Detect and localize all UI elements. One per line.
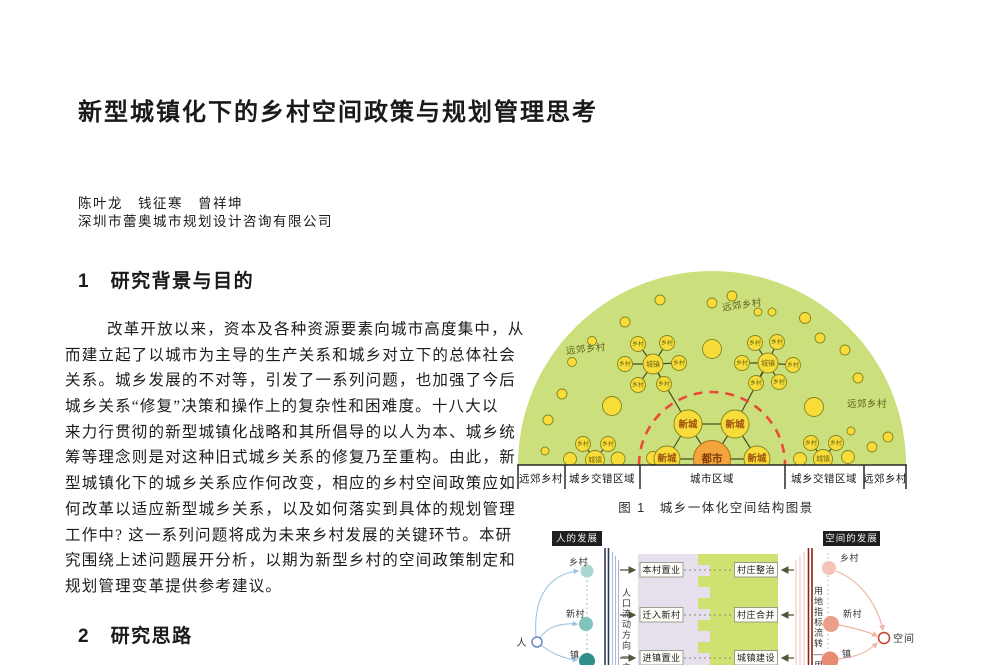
svg-text:乡村: 乡村: [632, 381, 644, 389]
space-node: [877, 631, 891, 645]
svg-text:乡村: 乡村: [749, 339, 761, 347]
svg-text:乡村: 乡村: [773, 378, 785, 386]
svg-text:城镇: 城镇: [646, 360, 660, 369]
right-town-node: [821, 651, 839, 665]
flow-arrows: [620, 566, 794, 662]
svg-text:人: 人: [517, 637, 528, 649]
affiliation: 深圳市蕾奥城市规划设计咨询有限公司: [78, 214, 333, 229]
svg-text:新村: 新村: [843, 608, 862, 619]
scatter-dots: [540, 290, 894, 465]
section-2-heading: 2 研究思路: [78, 626, 193, 647]
svg-text:乡村: 乡村: [787, 361, 799, 369]
svg-text:人的发展: 人的发展: [556, 533, 598, 545]
left-town-node: [579, 653, 595, 665]
svg-text:远郊乡村: 远郊乡村: [519, 472, 563, 485]
svg-text:乡村: 乡村: [736, 359, 748, 367]
svg-text:本村置业: 本村置业: [642, 564, 680, 575]
svg-text:城市区域: 城市区域: [690, 472, 734, 485]
figure1-urban-rural-structure-diagram: 乡村 乡村 乡村 乡村 乡村 乡村 乡村 乡村 乡村 乡村 乡村 乡村 乡村 乡…: [517, 271, 907, 515]
land-quota-vertical-label: 用地指标流转—用地: [813, 586, 823, 665]
outer-rural-labels: 远郊乡村 远郊乡村 远郊乡村: [565, 296, 887, 410]
svg-text:乡村: 乡村: [602, 440, 614, 448]
svg-text:乡村: 乡村: [830, 439, 842, 447]
paragraph-line: 型城镇化下的城乡关系应作何改变，相应的乡村空间政策应如: [65, 475, 516, 493]
authors: 陈叶龙 钱征寒 曾祥坤: [78, 196, 243, 211]
svg-text:新城: 新城: [725, 419, 745, 431]
paragraph-line: 筹等理念则是对这种旧式城乡关系的修复乃至重构。由此，新: [65, 449, 516, 467]
svg-text:城镇: 城镇: [588, 455, 602, 464]
village-labels: 乡村 乡村 乡村 乡村 乡村 乡村 乡村 乡村 乡村 乡村 乡村 乡村 乡村 乡…: [577, 338, 842, 448]
svg-text:乡村: 乡村: [658, 380, 670, 388]
svg-text:迁入新村: 迁入新村: [642, 609, 680, 620]
figure1-caption: 图 1 城乡一体化空间结构图景: [618, 500, 813, 515]
left-newvillage-node: [579, 617, 593, 631]
svg-text:乡村: 乡村: [771, 338, 783, 346]
svg-text:镇: 镇: [842, 648, 852, 659]
left-rails: [604, 548, 620, 665]
newtown-circles: 新城 新城 新城 新城: [653, 409, 771, 465]
population-flow-vertical-label: 人口流动方向—主: [621, 588, 631, 665]
paragraph-line: 城乡关系“修复”决策和操作上的复杂性和困难度。十八大以: [65, 398, 499, 416]
svg-text:城镇: 城镇: [761, 359, 775, 368]
svg-text:乡村: 乡村: [661, 339, 673, 347]
left-village-node: [580, 564, 594, 578]
paragraph-line: 而建立起了以城市为主导的生产关系和城乡对立下的总体社会: [65, 346, 516, 364]
svg-text:远郊乡村: 远郊乡村: [565, 341, 606, 357]
svg-text:城乡交错区域: 城乡交错区域: [791, 472, 857, 485]
svg-text:城镇建设: 城镇建设: [737, 652, 775, 663]
svg-text:乡村: 乡村: [569, 556, 588, 567]
svg-text:远郊乡村: 远郊乡村: [863, 472, 907, 485]
svg-text:乡村: 乡村: [840, 552, 859, 563]
figure2-headers: 人的发展 空间的发展: [552, 531, 880, 546]
right-newvillage-node: [823, 616, 839, 632]
figure2-flow-diagram: 人的发展 空间的发展 本村置业 迁入新村 进镇置业 村庄整治 村庄合并 城镇建设: [517, 531, 915, 665]
svg-text:远郊乡村: 远郊乡村: [721, 296, 762, 313]
space-chain: 乡村 新村 镇 空间: [821, 552, 915, 665]
svg-text:乡村: 乡村: [750, 379, 762, 387]
right-rails: [795, 548, 813, 665]
svg-text:城镇: 城镇: [816, 454, 830, 463]
svg-text:乡村: 乡村: [673, 359, 685, 367]
person-node: [531, 636, 543, 648]
section-1-heading: 1 研究背景与目的: [78, 271, 255, 292]
row-connectors: [684, 569, 733, 659]
svg-text:新城: 新城: [747, 453, 767, 465]
svg-text:乡村: 乡村: [632, 340, 644, 348]
paragraph-line: 改革开放以来，资本及各种资源要素向城市高度集中，从: [107, 321, 525, 338]
paragraph-line: 规划管理变革提供参考建议。: [65, 577, 283, 595]
svg-text:新城: 新城: [678, 419, 698, 431]
svg-text:都市: 都市: [701, 452, 723, 465]
left-header-box: [552, 531, 602, 546]
flow-boxes: 本村置业 迁入新村 进镇置业 村庄整治 村庄合并 城镇建设: [639, 562, 778, 665]
svg-text:新城: 新城: [657, 453, 677, 465]
svg-text:乡村: 乡村: [619, 360, 631, 368]
right-village-node: [822, 561, 836, 575]
metro-circle: 都市: [693, 440, 731, 465]
right-header-box: [823, 531, 880, 546]
svg-text:镇: 镇: [570, 649, 580, 660]
svg-text:乡村: 乡村: [805, 439, 817, 447]
svg-text:城乡交错区域: 城乡交错区域: [569, 472, 635, 485]
village-circles: [575, 334, 844, 452]
people-chain: 乡村 新村 镇 人: [517, 556, 595, 665]
svg-text:空间的发展: 空间的发展: [825, 533, 878, 545]
svg-text:空间: 空间: [893, 632, 915, 645]
svg-text:远郊乡村: 远郊乡村: [847, 398, 887, 410]
svg-text:村庄整治: 村庄整治: [737, 564, 775, 575]
body-paragraph: 改革开放以来，资本及各种资源要素向城市高度集中，从 而建立起了以城市为主导的生产…: [65, 317, 525, 600]
paragraph-line: 关系。城乡发展的不对等，引发了一系列问题，也加强了今后: [65, 372, 516, 390]
paragraph-line: 究围绕上述问题展开分析，以期为新型乡村的空间政策制定和: [65, 552, 516, 570]
svg-text:进镇置业: 进镇置业: [642, 652, 680, 663]
svg-text:村庄合并: 村庄合并: [737, 609, 775, 620]
core-boundary-dashed-arc: [637, 390, 787, 465]
paragraph-line: 工作中? 这一系列问题将成为未来乡村发展的关键环节。本研: [65, 526, 513, 544]
paragraph-line: 何改革以适应新型城乡关系，以及如何落实到具体的规划管理: [65, 500, 516, 518]
svg-text:新村: 新村: [566, 608, 585, 619]
page-title: 新型城镇化下的乡村空间政策与规划管理思考: [78, 99, 598, 126]
svg-text:乡村: 乡村: [577, 440, 589, 448]
paragraph-line: 来力行贯彻的新型城镇化战略和其所倡导的以人为本、城乡统: [65, 423, 516, 441]
figure1-axis: 远郊乡村 城乡交错区域 城市区域 城乡交错区域 远郊乡村: [517, 464, 907, 489]
